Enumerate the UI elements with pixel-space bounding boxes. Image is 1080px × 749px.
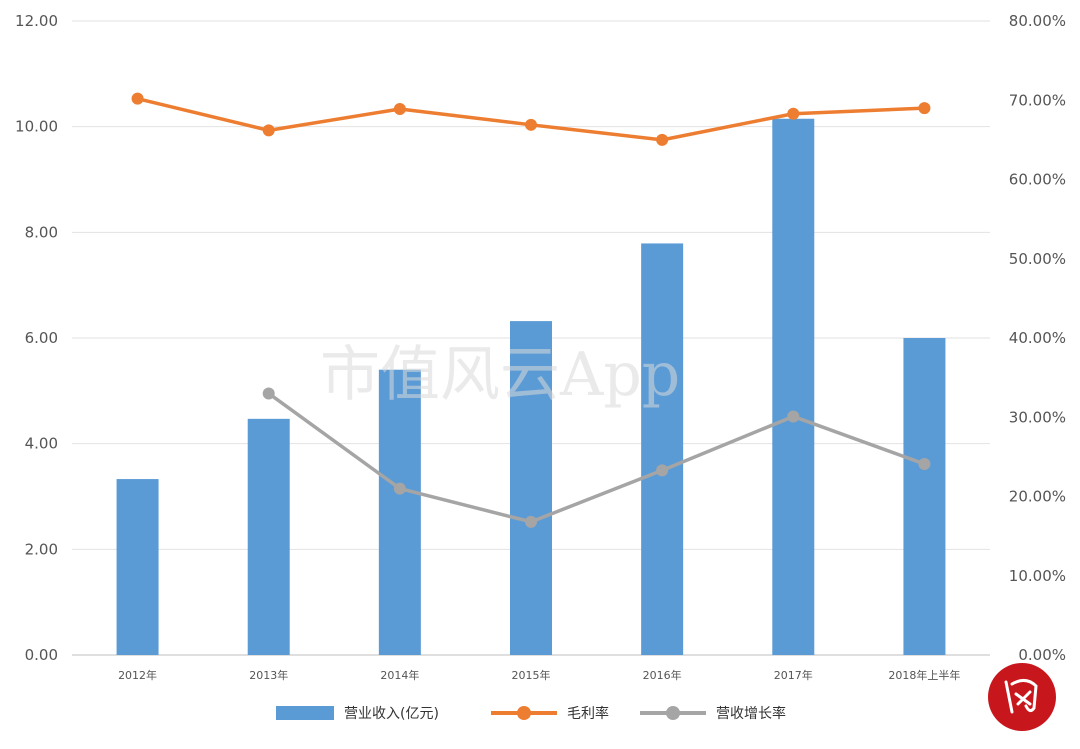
x-tick-label: 2018年上半年 bbox=[888, 668, 960, 682]
brand-seal-logo bbox=[988, 663, 1056, 731]
legend-marker bbox=[666, 706, 680, 720]
left-tick-label: 10.00 bbox=[15, 118, 58, 136]
right-tick-label: 0.00% bbox=[1018, 646, 1066, 664]
legend-swatch bbox=[276, 706, 334, 720]
series-point bbox=[656, 133, 669, 146]
series-point bbox=[393, 102, 406, 115]
legend-label: 营业收入(亿元) bbox=[344, 706, 439, 722]
revenue-bars bbox=[116, 118, 946, 655]
x-tick-label: 2012年 bbox=[118, 668, 157, 682]
series-point bbox=[787, 410, 800, 423]
x-tick-label: 2016年 bbox=[643, 668, 682, 682]
bar bbox=[903, 338, 946, 655]
seal-glyph bbox=[1004, 679, 1038, 714]
series-point bbox=[656, 464, 669, 477]
series-point bbox=[262, 387, 275, 400]
series-point bbox=[525, 515, 537, 528]
legend-label: 毛利率 bbox=[567, 705, 609, 722]
left-tick-label: 6.00 bbox=[25, 329, 58, 347]
right-tick-label: 60.00% bbox=[1009, 171, 1066, 189]
watermark-text: 市值风云App bbox=[320, 340, 680, 410]
x-tick-label: 2017年 bbox=[774, 668, 813, 682]
x-axis-ticks: 2012年 2013年 2014年 2015年 2016年 2017年 2018年上半年 bbox=[118, 668, 960, 682]
left-tick-label: 12.00 bbox=[15, 12, 58, 30]
left-axis-ticks: 0.00 2.00 4.00 6.00 8.00 10.00 12.00 bbox=[15, 12, 58, 664]
right-tick-label: 70.00% bbox=[1009, 91, 1066, 109]
bar bbox=[378, 369, 421, 655]
x-tick-label: 2014年 bbox=[380, 668, 419, 682]
right-tick-label: 40.00% bbox=[1009, 329, 1066, 347]
line-series bbox=[131, 92, 931, 528]
right-axis-ticks: 0.00% 10.00% 20.00% 30.00% 40.00% 50.00% 60.00… bbox=[1009, 12, 1066, 664]
x-tick-label: 2013年 bbox=[249, 668, 288, 682]
legend-label: 营收增长率 bbox=[716, 705, 786, 722]
series-point bbox=[918, 102, 931, 115]
legend-marker bbox=[517, 706, 531, 720]
bar bbox=[641, 243, 684, 655]
right-tick-label: 30.00% bbox=[1009, 408, 1066, 426]
series-point bbox=[918, 458, 931, 471]
right-tick-label: 20.00% bbox=[1009, 488, 1066, 506]
right-tick-label: 50.00% bbox=[1009, 250, 1066, 268]
legend: 营业收入(亿元) 毛利率 营收增长率 bbox=[276, 705, 786, 722]
series-line bbox=[267, 392, 926, 524]
series-point bbox=[131, 92, 144, 105]
right-tick-label: 10.00% bbox=[1009, 567, 1066, 585]
bar bbox=[772, 118, 815, 655]
series-point bbox=[393, 482, 406, 495]
left-tick-label: 0.00 bbox=[25, 646, 58, 664]
series-point bbox=[525, 118, 537, 131]
x-tick-label: 2015年 bbox=[512, 668, 551, 682]
series-point bbox=[787, 107, 800, 120]
left-tick-label: 8.00 bbox=[25, 223, 58, 241]
bar bbox=[247, 418, 290, 655]
left-tick-label: 4.00 bbox=[25, 435, 58, 453]
right-tick-label: 80.00% bbox=[1009, 12, 1066, 30]
series-point bbox=[262, 124, 275, 137]
bar bbox=[510, 321, 552, 655]
left-tick-label: 2.00 bbox=[25, 540, 58, 558]
bar bbox=[116, 479, 159, 655]
